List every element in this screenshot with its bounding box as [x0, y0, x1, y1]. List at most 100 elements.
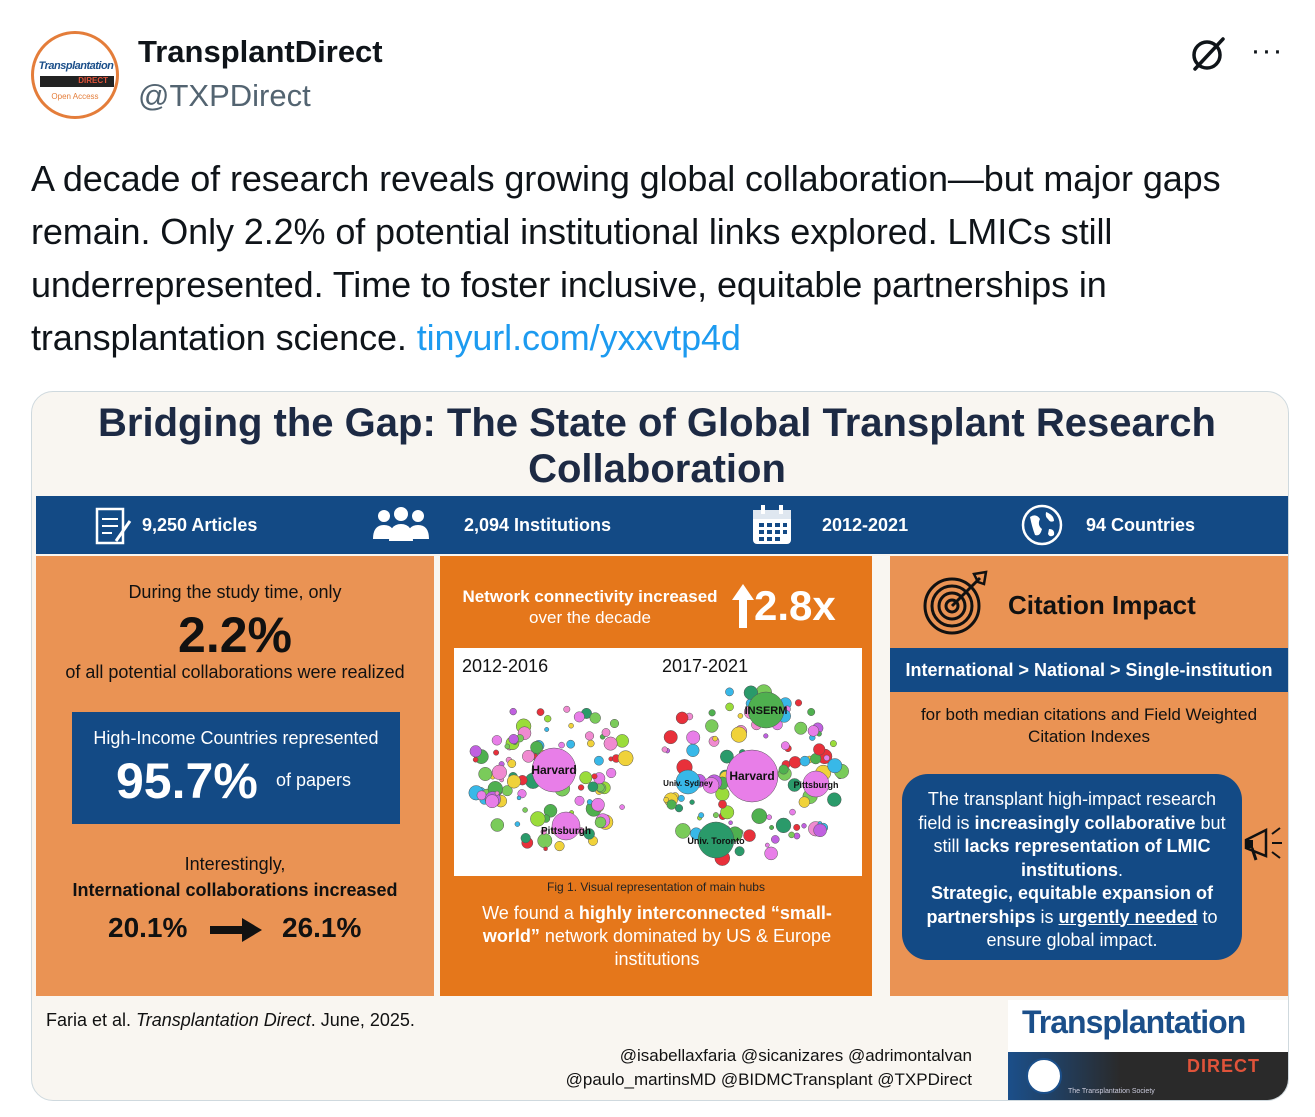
- stat-institutions-label: 2,094 Institutions: [464, 514, 612, 535]
- network-2017-node: [813, 823, 827, 838]
- journal-logo-society: The Transplantation Society: [1068, 1088, 1155, 1095]
- network-2017-node: [827, 792, 842, 807]
- network-2017-node: [677, 794, 685, 802]
- network-2017-node: [763, 733, 769, 739]
- connectivity-multiplier: 2.8x: [754, 582, 836, 629]
- study-intro: During the study time, only: [128, 582, 342, 602]
- avatar-logo-text: Transplantation: [38, 60, 114, 72]
- network-2012-node: [583, 828, 595, 840]
- network-2012-node: [530, 740, 543, 754]
- avatar[interactable]: Transplantation DIRECT Open Access: [31, 31, 119, 119]
- tweet-media-image[interactable]: Bridging the Gap: The State of Global Tr…: [31, 391, 1289, 1101]
- network-2012-node: [587, 739, 595, 748]
- more-icon[interactable]: ···: [1250, 34, 1284, 67]
- network-2017-node: [807, 725, 820, 737]
- citation-impact-title: Citation Impact: [1008, 590, 1196, 620]
- network-2017-node: [663, 796, 669, 803]
- network-2017-node: [788, 756, 802, 769]
- network-2012-node: [577, 784, 585, 791]
- network-2012-node: [516, 795, 522, 801]
- author-handles: @isabellaxfaria @sicanizares @adrimontal…: [432, 1044, 972, 1092]
- network-2017-node: [725, 687, 734, 697]
- network-2017-node: [663, 730, 678, 745]
- network-2017-node: [743, 829, 756, 842]
- hub-label-pittsburgh-2012: Pittsburgh: [541, 826, 591, 837]
- tweet-body: A decade of research reveals growing glo…: [31, 158, 1221, 358]
- megaphone-icon: [1244, 827, 1282, 861]
- realized-text: of all potential collaborations were rea…: [65, 662, 405, 682]
- network-2017-node: [813, 743, 826, 756]
- panel-collaboration: During the study time, only 2.2% of all …: [36, 556, 434, 996]
- intl-to-pct: 26.1%: [282, 912, 362, 943]
- network-2017-node: [712, 812, 719, 819]
- user-handle[interactable]: @TXPDirect: [138, 78, 311, 113]
- network-2012-node: [540, 828, 547, 835]
- network-2012-node: [617, 750, 634, 767]
- network-2017-node: [720, 805, 735, 820]
- network-2012-node: [589, 712, 601, 724]
- stat-years-label: 2012-2021: [822, 514, 909, 535]
- network-2017-node: [734, 846, 745, 857]
- network-2017-node: [780, 741, 790, 751]
- conclusion-part-1: The transplant high-impact research fiel…: [918, 789, 1217, 833]
- hub-toronto-2017: [697, 821, 735, 859]
- hub-pittsburgh-2017: [802, 770, 830, 798]
- hub-label-toronto-2017: Univ. Toronto: [687, 836, 745, 846]
- network-2017-node: [718, 799, 727, 809]
- network-2012-node: [485, 794, 499, 809]
- network-2012-node: [554, 841, 565, 852]
- network-2012-node: [587, 781, 599, 793]
- hic-pct: 95.7%: [116, 753, 258, 809]
- network-2012-node: [472, 756, 479, 763]
- conclusion-part-5: .: [1117, 859, 1123, 880]
- hub-label-harvard-2012: Harvard: [531, 763, 576, 777]
- avatar-open-access: Open Access: [51, 92, 99, 101]
- hub-label-inserm-2017: INSERM: [745, 705, 788, 717]
- finding-bold: highly interconnected “small-world”: [482, 903, 832, 946]
- display-name[interactable]: TransplantDirect: [138, 34, 383, 69]
- network-2017-node: [823, 754, 830, 762]
- conclusion-part-9: to ensure global impact.: [986, 906, 1218, 951]
- network-period-1: 2012-2016: [462, 656, 549, 676]
- hic-of-papers: of papers: [276, 770, 352, 790]
- author-handles-line-1: @isabellaxfaria @sicanizares @adrimontal…: [619, 1046, 972, 1065]
- network-2017-node: [771, 835, 780, 844]
- calendar-icon: [753, 505, 791, 544]
- network-2017-node: [793, 832, 801, 840]
- up-arrow-icon: [732, 584, 754, 628]
- network-2017-node: [675, 823, 691, 839]
- network-finding: We found a highly interconnected “small-…: [462, 902, 852, 971]
- network-2012-node: [522, 749, 535, 763]
- right-arrow-icon: [210, 918, 262, 942]
- network-heading-rest: over the decade: [529, 608, 651, 627]
- network-2017-node: [737, 713, 744, 719]
- network-2012-node: [603, 736, 618, 751]
- network-2017-node: [666, 799, 677, 810]
- network-2017-node: [764, 846, 778, 861]
- network-2012-node: [584, 731, 595, 741]
- network-2017-node: [725, 702, 734, 712]
- network-2017-node: [778, 764, 789, 775]
- grok-icon[interactable]: [1188, 34, 1228, 74]
- network-2012-node: [536, 708, 545, 716]
- network-bubbles: Harvard Pittsburgh Harvard INSERM Pittsburgh…: [468, 684, 849, 866]
- hub-pittsburgh-2012: [551, 811, 581, 841]
- network-2017-node: [775, 817, 792, 834]
- intl-from-pct: 20.1%: [108, 912, 188, 943]
- author-handles-line-2: @paulo_martinsMD @BIDMCTransplant @TXPDi…: [565, 1070, 972, 1089]
- panel-network: Network connectivity increased over the …: [440, 556, 872, 996]
- tweet-link[interactable]: tinyurl.com/yxxvtp4d: [416, 317, 741, 358]
- journal-logo-bar: DIRECT The Transplantation Society: [1008, 1052, 1288, 1100]
- network-2012-node: [491, 764, 507, 780]
- network-2012-node: [514, 821, 521, 827]
- network-2017-node: [798, 796, 810, 808]
- network-2012-node: [520, 833, 531, 844]
- network-2012-node: [478, 767, 493, 781]
- network-2017-node: [698, 812, 705, 819]
- journal-logo: Transplantation DIRECT The Transplantati…: [1008, 1000, 1288, 1100]
- hub-label-sydney-2017: Univ. Sydney: [663, 779, 713, 788]
- hub-harvard-2012: [531, 747, 577, 793]
- hub-inserm-2017: [747, 691, 785, 729]
- network-2012-node: [543, 846, 548, 852]
- network-2017-node: [686, 743, 700, 757]
